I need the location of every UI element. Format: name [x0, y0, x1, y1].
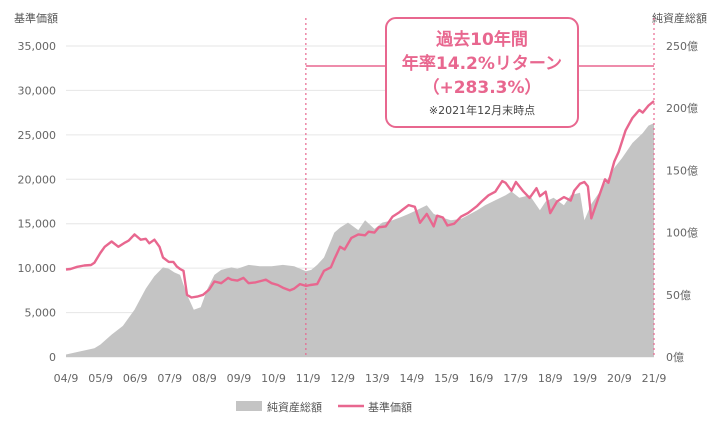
y-right-tick-label: 0億: [666, 351, 684, 364]
legend: 純資産総額 基準価額: [236, 400, 412, 414]
right-axis-title: 純資産総額: [652, 11, 707, 25]
x-tick-label: 15/9: [434, 372, 459, 385]
y-axis-right: 0億 50億 100億 150億 200億 250億: [666, 40, 698, 364]
y-left-tick-label: 30,000: [18, 84, 57, 97]
y-left-tick-label: 0: [49, 351, 56, 364]
y-axis-left: 0 5,000 10,000 15,000 20,000 25,000 30,000 35,0…: [18, 40, 57, 364]
y-right-tick-label: 250億: [666, 40, 698, 53]
y-left-tick-label: 5,000: [25, 307, 57, 320]
legend-swatch-area: [236, 401, 262, 411]
legend-label-area: 純資産総額: [267, 400, 322, 414]
x-tick-label: 10/9: [261, 372, 286, 385]
x-tick-label: 04/9: [54, 372, 79, 385]
legend-label-line: 基準価額: [368, 400, 412, 414]
y-left-tick-label: 25,000: [18, 129, 57, 142]
y-left-tick-label: 20,000: [18, 173, 57, 186]
x-tick-label: 16/9: [469, 372, 494, 385]
y-right-tick-label: 200億: [666, 102, 698, 115]
annotation-box: 過去10年間 年率14.2%リターン （+283.3%） ※2021年12月末時…: [385, 17, 579, 128]
x-tick-label: 13/9: [365, 372, 390, 385]
x-tick-label: 14/9: [400, 372, 425, 385]
x-tick-label: 20/9: [607, 372, 632, 385]
y-right-tick-label: 50億: [666, 289, 691, 302]
y-left-tick-label: 35,000: [18, 40, 57, 53]
x-tick-label: 12/9: [330, 372, 355, 385]
annotation-box-border: [385, 17, 579, 128]
x-tick-label: 05/9: [88, 372, 113, 385]
x-tick-label: 21/9: [642, 372, 667, 385]
annotation-line3: （+283.3%）: [422, 77, 541, 98]
x-tick-label: 18/9: [538, 372, 563, 385]
x-tick-label: 19/9: [572, 372, 597, 385]
x-tick-label: 09/9: [227, 372, 252, 385]
x-tick-label: 06/9: [123, 372, 148, 385]
marker-lines: [305, 18, 655, 357]
y-right-tick-label: 100億: [666, 227, 698, 240]
y-left-tick-label: 10,000: [18, 262, 57, 275]
left-axis-title: 基準価額: [14, 11, 58, 25]
annotation-line1: 過去10年間: [436, 29, 528, 50]
x-axis: 04/9 05/9 06/9 07/9 08/9 09/9 10/9 11/9 12/9 13/9…: [54, 372, 667, 385]
y-right-tick-label: 150億: [666, 164, 698, 177]
y-left-tick-label: 15,000: [18, 218, 57, 231]
series-area-net-assets: [66, 123, 654, 357]
x-tick-label: 08/9: [192, 372, 217, 385]
annotation-line2: 年率14.2%リターン: [402, 53, 562, 74]
series-line-nav: [65, 100, 655, 299]
annotation-note: ※2021年12月末時点: [429, 103, 535, 117]
x-tick-label: 11/9: [296, 372, 321, 385]
x-tick-label: 17/9: [503, 372, 528, 385]
x-tick-label: 07/9: [157, 372, 182, 385]
